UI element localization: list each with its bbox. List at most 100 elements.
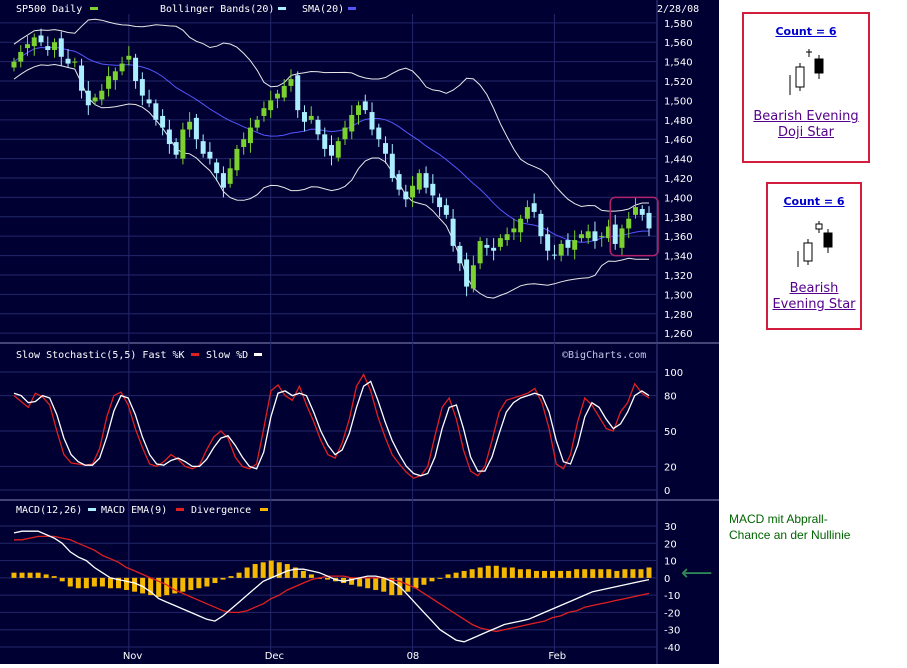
- candle-body: [268, 100, 274, 111]
- candle-body: [376, 127, 382, 140]
- divergence-bar: [124, 577, 130, 590]
- pattern-name-line2[interactable]: Evening Star: [772, 297, 856, 312]
- pattern-count-link[interactable]: Count = 6: [775, 25, 837, 38]
- divergence-bar: [51, 576, 57, 578]
- candle-body: [639, 209, 645, 215]
- macd-tick-label: 30: [664, 522, 677, 533]
- candle-body: [315, 119, 321, 135]
- candle-body: [437, 197, 443, 208]
- candle-body: [166, 129, 172, 145]
- candle-body: [112, 71, 118, 81]
- price-tick-label: 1,280: [664, 310, 693, 321]
- candle-body: [193, 117, 199, 140]
- divergence-bar: [606, 569, 612, 578]
- candle-body: [281, 85, 287, 98]
- divergence-bar: [180, 577, 186, 592]
- candle-body: [619, 228, 625, 248]
- divergence-bar: [228, 576, 234, 578]
- candle-body: [626, 218, 632, 229]
- pattern-name-line1[interactable]: Bearish Evening: [753, 109, 859, 124]
- macd-tick-label: 0: [664, 574, 670, 585]
- note-line1: MACD mit Abprall-: [729, 512, 828, 526]
- candle-body: [423, 173, 429, 188]
- candle-body: [58, 38, 64, 57]
- chart-svg: 1,260 1,280 1,300 1,320 1,340 1,360 1,380 1,400…: [0, 0, 719, 664]
- pattern-box-evening-star[interactable]: Count = 6 Bearish Evening Star: [766, 182, 862, 330]
- divergence-bar: [67, 577, 73, 587]
- candle-body: [295, 75, 301, 111]
- candle-body: [497, 238, 503, 247]
- candle-body: [524, 207, 530, 219]
- watermark: ©BigCharts.com: [562, 350, 646, 361]
- pattern-name-line1[interactable]: Bearish: [789, 281, 839, 296]
- price-legend-label-2: SMA(20): [302, 4, 344, 15]
- candle-body: [578, 234, 584, 239]
- candle-body: [477, 241, 483, 264]
- price-tick-label: 1,500: [664, 96, 693, 107]
- divergence-bar: [43, 574, 49, 578]
- macd-tick-label: -10: [664, 591, 680, 602]
- macd-ema-line: [14, 535, 650, 633]
- divergence-bar: [59, 577, 65, 582]
- candle-body: [349, 114, 355, 132]
- divergence-bar: [83, 577, 89, 589]
- candle-body: [308, 115, 314, 120]
- divergence-bar: [365, 577, 371, 589]
- candle-body: [565, 240, 571, 248]
- candle-body: [329, 145, 334, 156]
- pattern-box-evening-doji-star[interactable]: Count = 6 Bearish Evening Doji Star: [742, 12, 870, 163]
- candle-body: [153, 103, 159, 120]
- divergence-bar: [574, 569, 580, 578]
- divergence-bar: [598, 569, 604, 578]
- candle-body: [342, 127, 348, 140]
- candle-body: [45, 46, 51, 50]
- candle-body: [247, 127, 253, 144]
- divergence-bar: [276, 562, 282, 578]
- candle-body: [545, 234, 551, 251]
- divergence-bar: [558, 570, 564, 578]
- divergence-bar: [300, 570, 306, 578]
- divergence-bar: [533, 570, 539, 578]
- candle-body: [146, 99, 152, 104]
- divergence-bar: [140, 577, 146, 594]
- candle-body: [119, 63, 125, 72]
- macd-tick-label: -30: [664, 626, 680, 637]
- candle-body: [25, 44, 31, 49]
- x-tick-label: Nov: [123, 651, 143, 662]
- candle-body: [322, 134, 328, 149]
- price-tick-label: 1,580: [664, 19, 693, 30]
- candle-body: [416, 173, 422, 190]
- divergence-bar: [107, 577, 113, 589]
- candle-body: [646, 212, 652, 229]
- candle-body: [410, 185, 416, 198]
- divergence-bar: [212, 577, 218, 584]
- divergence-bar: [27, 572, 33, 578]
- candle-body: [72, 61, 78, 63]
- candle-body: [85, 90, 91, 106]
- divergence-bar: [220, 577, 226, 580]
- macd-legend-label-0: MACD(12,26): [16, 505, 82, 516]
- pattern-name-line2[interactable]: Doji Star: [778, 125, 834, 140]
- divergence-bar: [357, 577, 363, 587]
- pattern-count-link[interactable]: Count = 6: [783, 195, 845, 208]
- candle-body: [551, 254, 557, 256]
- candle-body: [484, 244, 490, 248]
- candle-body: [261, 108, 267, 116]
- divergence-bar: [132, 577, 138, 592]
- divergence-bar: [260, 562, 266, 578]
- divergence-bar: [542, 570, 548, 578]
- pattern-highlight-box: [609, 196, 659, 257]
- price-legend-swatch-2: [348, 7, 356, 10]
- divergence-bar: [268, 560, 274, 578]
- candle-body: [254, 119, 260, 128]
- divergence-bar: [381, 577, 387, 592]
- candle-body: [470, 265, 476, 289]
- divergence-bar: [590, 569, 596, 578]
- price-legend-swatch-0: [90, 7, 98, 10]
- price-legend-swatch-1: [278, 7, 286, 10]
- price-tick-label: 1,480: [664, 116, 693, 127]
- macd-tick-label: 20: [664, 539, 677, 550]
- divergence-bar: [517, 569, 523, 578]
- divergence-bar: [341, 577, 347, 584]
- candle-body: [558, 243, 564, 256]
